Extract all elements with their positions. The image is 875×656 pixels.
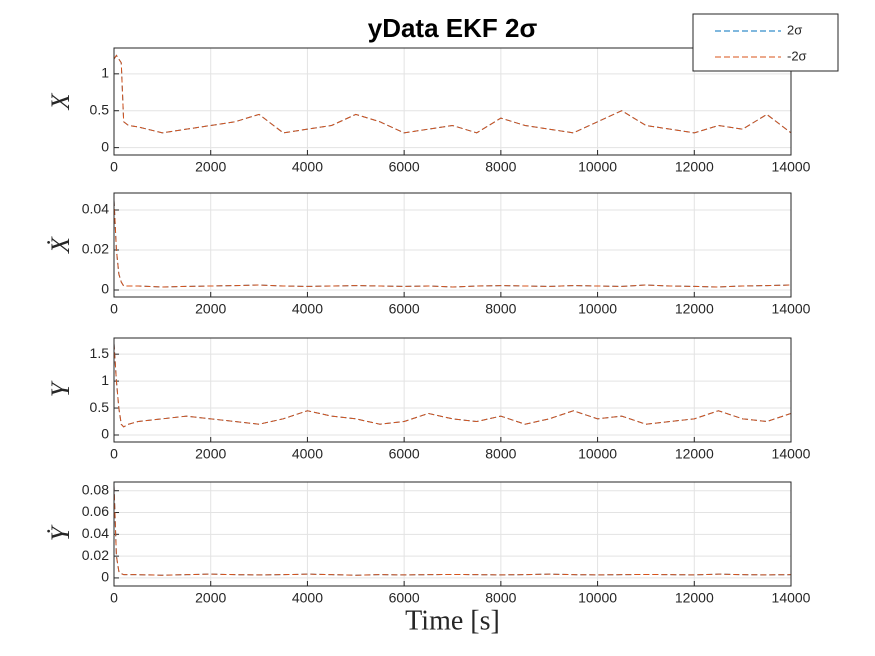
x-tick-label: 0 — [110, 590, 118, 606]
series-line — [113, 54, 792, 134]
y-axis-label: Y — [46, 380, 75, 397]
x-tick-label: 6000 — [389, 301, 420, 317]
x-tick-label: 6000 — [389, 159, 420, 175]
axes-box — [113, 481, 792, 587]
x-tick-label: 12000 — [675, 159, 714, 175]
y-tick-label: 0 — [101, 569, 109, 585]
axes-box — [113, 192, 792, 298]
x-tick-label: 10000 — [578, 159, 617, 175]
x-tick-label: 4000 — [292, 159, 323, 175]
y-tick-label: 0.02 — [82, 547, 109, 563]
y-tick-label: 0.5 — [90, 399, 110, 415]
y-tick-label: 0.08 — [82, 481, 109, 497]
x-tick-label: 12000 — [675, 301, 714, 317]
x-tick-label: 4000 — [292, 446, 323, 462]
y-tick-label: 0.02 — [82, 241, 109, 257]
y-tick-label: 1 — [101, 372, 109, 388]
x-tick-label: 10000 — [578, 590, 617, 606]
y-tick-label: 0 — [101, 138, 109, 154]
x-tick-label: 14000 — [772, 446, 811, 462]
x-tick-label: 8000 — [485, 446, 516, 462]
x-tick-label: 12000 — [675, 446, 714, 462]
series-line — [113, 199, 792, 288]
x-tick-label: 4000 — [292, 301, 323, 317]
x-tick-label: 14000 — [772, 159, 811, 175]
x-tick-label: 14000 — [772, 301, 811, 317]
legend-label: -2σ — [787, 48, 807, 63]
x-tick-label: 0 — [110, 301, 118, 317]
x-axis-label: Time [s] — [405, 605, 500, 636]
x-tick-label: 14000 — [772, 590, 811, 606]
x-tick-label: 6000 — [389, 446, 420, 462]
x-tick-label: 4000 — [292, 590, 323, 606]
y-tick-label: 0.04 — [82, 525, 109, 541]
y-axis-label: Ẏ — [46, 524, 75, 541]
x-tick-label: 0 — [110, 446, 118, 462]
x-tick-label: 8000 — [485, 159, 516, 175]
axes-box — [113, 47, 792, 156]
y-tick-label: 1 — [101, 65, 109, 81]
x-tick-label: 8000 — [485, 301, 516, 317]
series-line — [113, 485, 792, 576]
y-tick-label: 0 — [101, 281, 109, 297]
x-tick-label: 2000 — [195, 159, 226, 175]
y-axis-label: Ẋ — [46, 236, 75, 254]
y-tick-label: 0.06 — [82, 503, 109, 519]
axes-box — [113, 337, 792, 443]
x-tick-label: 6000 — [389, 590, 420, 606]
y-tick-label: 0 — [101, 426, 109, 442]
series-line — [113, 343, 792, 428]
x-tick-label: 2000 — [195, 590, 226, 606]
x-tick-label: 12000 — [675, 590, 714, 606]
x-tick-label: 10000 — [578, 301, 617, 317]
y-tick-label: 0.5 — [90, 101, 110, 117]
y-tick-label: 1.5 — [90, 345, 110, 361]
x-tick-label: 10000 — [578, 446, 617, 462]
chart-title: yData EKF 2σ — [368, 13, 538, 43]
legend-box — [692, 13, 839, 72]
x-tick-label: 2000 — [195, 446, 226, 462]
y-axis-label: X — [46, 92, 75, 110]
x-tick-label: 8000 — [485, 590, 516, 606]
x-tick-label: 2000 — [195, 301, 226, 317]
y-tick-label: 0.04 — [82, 201, 109, 217]
legend-label: 2σ — [787, 22, 802, 37]
x-tick-label: 0 — [110, 159, 118, 175]
